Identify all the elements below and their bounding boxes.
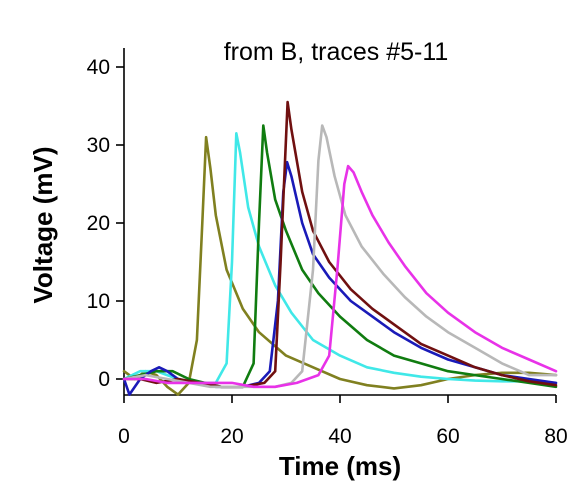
trace-line-7 bbox=[122, 164, 558, 389]
y-tick-label: 20 bbox=[87, 212, 110, 235]
x-tick-label: 20 bbox=[220, 425, 243, 448]
x-tick-label: 0 bbox=[118, 425, 130, 448]
x-tick-label: 40 bbox=[328, 425, 351, 448]
x-tick-label: 60 bbox=[436, 425, 459, 448]
y-axis-label: Voltage (mV) bbox=[28, 147, 58, 304]
y-tick-label: 30 bbox=[87, 134, 110, 157]
voltage-traces bbox=[122, 100, 558, 396]
x-axis-label: Time (ms) bbox=[279, 451, 401, 481]
trace-line-3 bbox=[122, 124, 558, 389]
x-axis-ticks: 0 20 40 60 80 bbox=[118, 395, 568, 448]
y-tick-label: 0 bbox=[98, 368, 110, 391]
y-tick-label: 40 bbox=[87, 56, 110, 79]
chart-title: from B, traces #5-11 bbox=[224, 38, 449, 66]
y-axis-ticks: 0 10 20 30 40 bbox=[87, 56, 124, 391]
y-tick-label: 10 bbox=[87, 290, 110, 313]
trace-line-6 bbox=[122, 124, 558, 389]
trace-line-1 bbox=[122, 135, 558, 396]
x-tick-label: 80 bbox=[544, 425, 567, 448]
trace-line-2 bbox=[122, 132, 558, 385]
